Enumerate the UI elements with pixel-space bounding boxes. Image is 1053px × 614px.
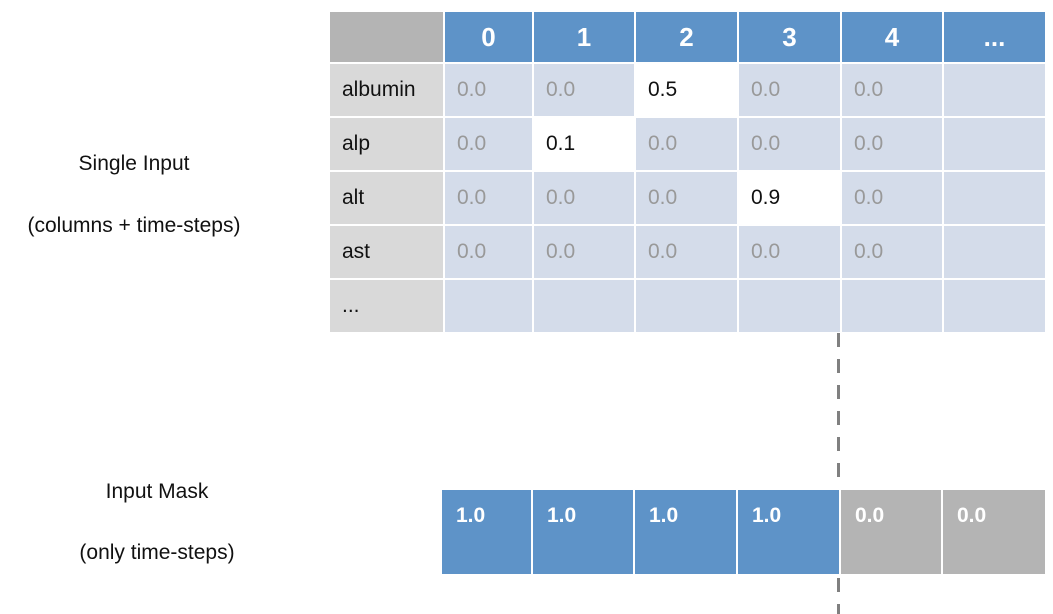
column-header-0: 0 [443,10,534,64]
header-row: 0 1 2 3 4 ... [328,10,1047,64]
corner-cell [328,10,445,64]
column-header-3: 3 [737,10,842,64]
table-cell: 0.1 [532,116,636,172]
column-header-4: 4 [840,10,944,64]
table-cell [443,278,534,334]
table-cell: 0.0 [443,62,534,118]
table-row: albumin 0.0 0.0 0.5 0.0 0.0 [328,62,1047,118]
table-cell: 0.0 [634,116,739,172]
table-cell [942,224,1047,280]
mask-cell: 0.0 [841,490,943,574]
table-cell: 0.0 [443,116,534,172]
input-mask-sublabel: (only time-steps) [79,541,235,564]
table-cell: 0.0 [840,224,944,280]
divider-dash-upper [837,333,840,483]
table-cell: 0.0 [840,62,944,118]
table-cell [634,278,739,334]
table-cell [737,278,842,334]
mask-cell: 1.0 [442,490,533,574]
divider-dash-lower [837,578,840,614]
table-cell: 0.0 [737,224,842,280]
mask-cell: 1.0 [635,490,738,574]
table-cell: 0.0 [840,116,944,172]
input-mask-row: 1.0 1.0 1.0 1.0 0.0 0.0 [442,490,1047,574]
column-header-more: ... [942,10,1047,64]
row-header: ast [328,224,445,280]
table-cell [942,170,1047,226]
mask-cell: 0.0 [943,490,1047,574]
table-cell [532,278,636,334]
table-cell: 0.5 [634,62,739,118]
row-header: alt [328,170,445,226]
table-row: ... [328,278,1047,334]
table-cell: 0.0 [443,224,534,280]
table-cell [942,62,1047,118]
row-header: ... [328,278,445,334]
table-cell: 0.0 [443,170,534,226]
table-cell [942,278,1047,334]
row-header: alp [328,116,445,172]
table-cell: 0.0 [532,62,636,118]
table-cell: 0.0 [532,170,636,226]
table-cell: 0.0 [737,116,842,172]
table-cell: 0.0 [532,224,636,280]
table-cell: 0.0 [634,224,739,280]
mask-cell: 1.0 [533,490,635,574]
mask-cell: 1.0 [738,490,841,574]
single-input-table: 0 1 2 3 4 ... albumin 0.0 0.0 0.5 0.0 0.0 alp 0… [328,10,1047,334]
table-cell [942,116,1047,172]
table-row: ast 0.0 0.0 0.0 0.0 0.0 [328,224,1047,280]
table-row: alp 0.0 0.1 0.0 0.0 0.0 [328,116,1047,172]
table-cell: 0.0 [634,170,739,226]
single-input-label: Single Input [78,152,190,175]
table-cell: 0.0 [840,170,944,226]
table-cell [840,278,944,334]
row-header: albumin [328,62,445,118]
table-row: alt 0.0 0.0 0.0 0.9 0.0 [328,170,1047,226]
table-cell: 0.0 [737,62,842,118]
single-input-sublabel: (columns + time-steps) [27,214,241,237]
input-mask-label: Input Mask [105,480,209,503]
table-cell: 0.9 [737,170,842,226]
column-header-2: 2 [634,10,739,64]
column-header-1: 1 [532,10,636,64]
